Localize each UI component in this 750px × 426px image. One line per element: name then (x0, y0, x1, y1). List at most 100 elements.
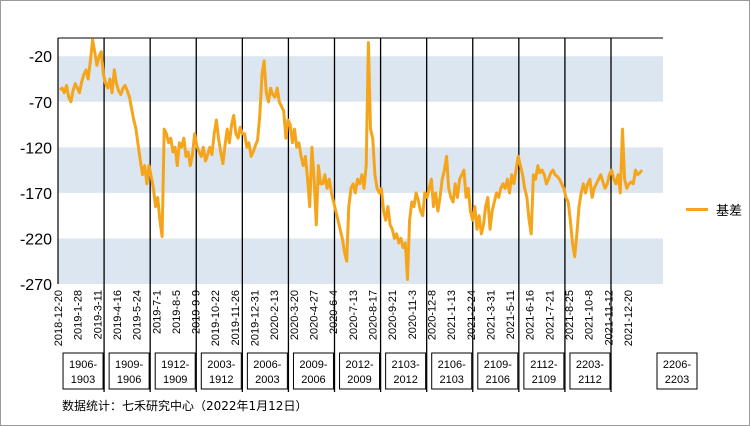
contract-box: 2203- 2112 (569, 352, 611, 390)
contract-box: 1912- 1909 (154, 352, 196, 390)
x-tick-label: 2019-11-26 (230, 290, 242, 345)
contract-box: 2109- 2106 (477, 352, 519, 390)
x-tick-label: 2019-5-24 (132, 290, 144, 340)
contract-boxes: 1906- 1903 1909- 1906 1912- 1909 2003- 1912 2006… (62, 352, 698, 390)
x-tick-label: 2020-7-13 (348, 290, 360, 340)
contract-box-line1: 1906- (69, 359, 97, 371)
contract-box-frame (656, 352, 698, 390)
contract-box-frame (523, 352, 565, 390)
y-tick-label: -270 (20, 277, 52, 294)
x-tick-label: 2020-9-21 (387, 290, 399, 340)
y-tick-label: -120 (20, 140, 52, 157)
contract-box-frame (200, 352, 242, 390)
x-tick-label: 2021-8-25 (564, 290, 576, 340)
x-tick-label: 2020-3-20 (289, 290, 301, 340)
contract-box-line2: 2003 (255, 374, 279, 386)
contract-box-line1: 2206- (663, 359, 691, 371)
x-tick-label: 2019-8-5 (171, 290, 183, 334)
x-tick-label: 2020-2-13 (269, 290, 281, 340)
contract-box-line1: 2103- (392, 359, 420, 371)
contract-box: 2006- 2003 (246, 352, 288, 390)
contract-box-line1: 1912- (161, 359, 189, 371)
contract-box: 2009- 2006 (292, 352, 334, 390)
contract-box-line2: 1912 (209, 374, 233, 386)
contract-box: 2206- 2203 (656, 352, 698, 390)
contract-box: 2012- 2009 (339, 352, 381, 390)
x-tick-label: 2019-12-31 (250, 290, 262, 346)
x-tick-label: 2020-12-8 (426, 290, 438, 340)
x-tick-label: 2021-2-24 (466, 290, 478, 340)
y-tick-label: -70 (29, 95, 52, 112)
contract-dividers (103, 38, 612, 392)
y-band-0 (58, 56, 663, 102)
contract-box-frame (431, 352, 473, 390)
contract-box-frame (477, 352, 519, 390)
contract-box-line2: 2012 (393, 374, 417, 386)
contract-box-frame (292, 352, 334, 390)
y-tick-labels: -20 -70 -120 -170 -220 -270 (20, 49, 52, 294)
x-tick-label: 2021-10-8 (584, 290, 596, 340)
x-tick-label: 2019-10-22 (210, 290, 222, 346)
x-tick-label: 2021-3-31 (485, 290, 497, 340)
y-tick-label: -20 (29, 49, 52, 66)
contract-box-line2: 2109 (532, 374, 556, 386)
contract-box-line1: 2106- (438, 359, 466, 371)
legend-label: 基差 (716, 204, 743, 219)
contract-box-frame (339, 352, 381, 390)
contract-box-line2: 1909 (163, 374, 187, 386)
contract-box-line2: 1906 (117, 374, 141, 386)
x-tick-label: 2021-1-13 (446, 290, 458, 340)
contract-box-line2: 2203 (665, 374, 689, 386)
contract-box-frame (108, 352, 150, 390)
source-note: 数据统计：七禾研究中心（2022年1月12日） (62, 399, 308, 413)
x-tick-label: 2019-4-16 (112, 290, 124, 340)
contract-box: 2106- 2103 (431, 352, 473, 390)
x-tick-label: 2019-7-1 (151, 290, 163, 334)
contract-box-frame (569, 352, 611, 390)
contract-box: 1906- 1903 (62, 352, 104, 390)
x-tick-label: 2021-11-12 (603, 290, 615, 345)
contract-box-line1: 2203- (576, 359, 604, 371)
contract-box-line2: 2112 (578, 374, 602, 386)
x-tick-label: 2020-8-17 (367, 290, 379, 340)
legend-swatch (686, 208, 708, 211)
contract-box: 2103- 2012 (385, 352, 427, 390)
contract-box-line1: 2003- (207, 359, 235, 371)
contract-box-frame (385, 352, 427, 390)
contract-box-line2: 2009 (347, 374, 371, 386)
contract-box-frame (62, 352, 104, 390)
series-line-jicha (59, 38, 644, 281)
y-tick-label: -220 (20, 231, 52, 248)
contract-box-line2: 1903 (71, 374, 95, 386)
contract-box-frame (154, 352, 196, 390)
contract-box-line2: 2103 (439, 374, 463, 386)
x-tick-label: 2020-4-27 (309, 290, 321, 340)
contract-box: 2003- 1912 (200, 352, 242, 390)
contract-box-frame (246, 352, 288, 390)
x-tick-label: 2021-6-16 (525, 290, 537, 340)
x-tick-labels: 2018-12-20 2019-1-28 2019-3-11 2019-4-16 201… (53, 290, 635, 346)
contract-box-line2: 2106 (486, 374, 510, 386)
x-tick-label: 2019-9-9 (191, 290, 203, 334)
x-tick-label: 2018-12-20 (53, 290, 65, 346)
contract-box: 1909- 1906 (108, 352, 150, 390)
contract-box: 2112- 2109 (523, 352, 565, 390)
x-tick-label: 2019-3-11 (92, 290, 104, 339)
y-tick-label: -170 (20, 186, 52, 203)
contract-box-line1: 1909- (115, 359, 143, 371)
contract-box-line1: 2009- (299, 359, 327, 371)
y-band-2 (58, 238, 663, 284)
x-tick-label: 2021-12-20 (623, 290, 635, 346)
contract-box-line1: 2012- (345, 359, 373, 371)
contract-box-line1: 2109- (484, 359, 512, 371)
x-tick-label: 2019-1-28 (73, 290, 85, 340)
legend: 基差 (686, 200, 742, 219)
contract-box-line2: 2006 (301, 374, 325, 386)
contract-box-line1: 2112- (530, 359, 558, 371)
x-tick-label: 2021-5-11 (505, 290, 517, 339)
x-tick-label: 2021-7-21 (544, 290, 556, 340)
contract-box-line1: 2006- (253, 359, 281, 371)
x-tick-label: 2020-11-3 (407, 290, 419, 339)
x-tick-label: 2020-6-4 (328, 290, 340, 334)
